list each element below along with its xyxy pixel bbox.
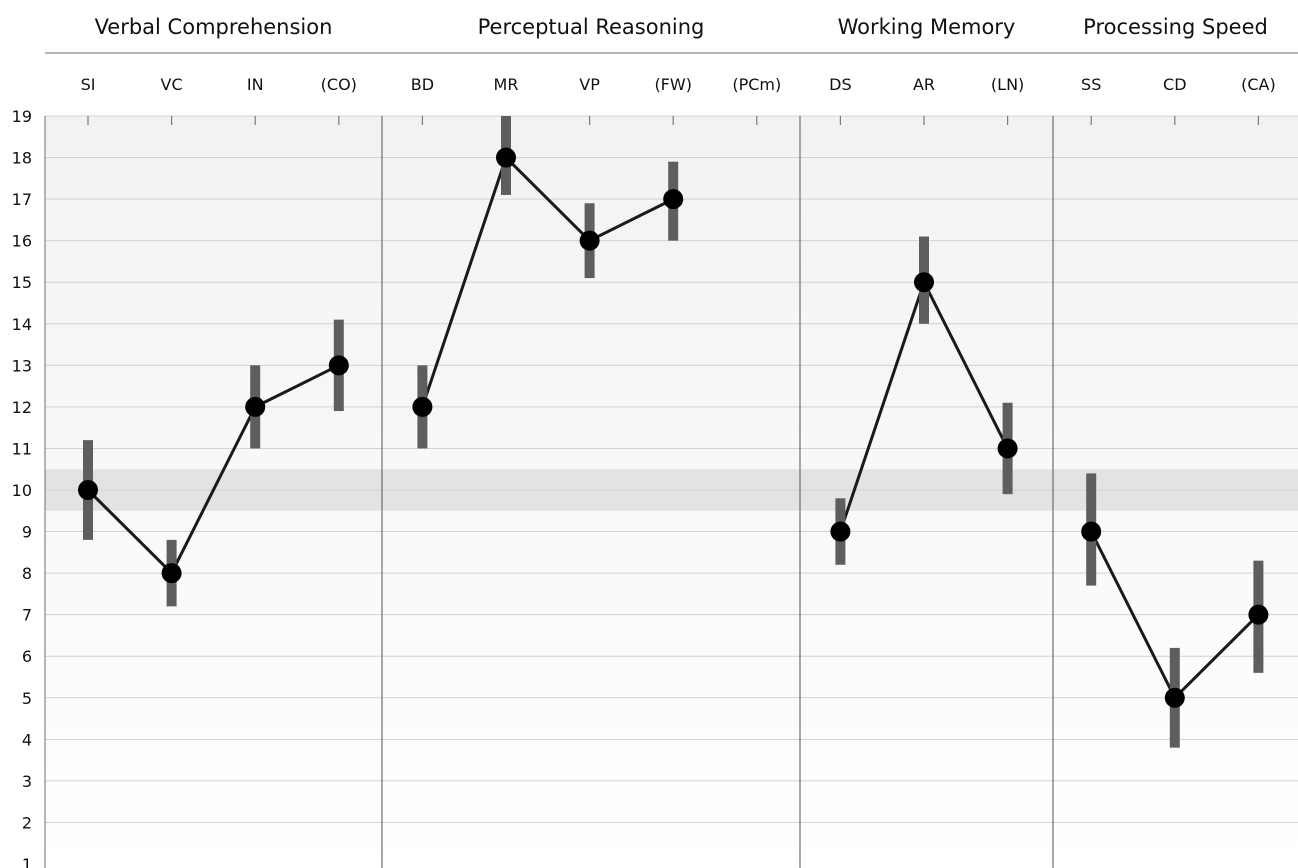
subtest-label-ar: AR [913, 75, 935, 94]
y-tick-label-18: 18 [12, 149, 32, 168]
y-tick-label-4: 4 [22, 730, 32, 749]
y-tick-label-6: 6 [22, 647, 32, 666]
subtest-label-bd: BD [411, 75, 434, 94]
subtest-label-vp: VP [579, 75, 600, 94]
score-point-ar [914, 272, 934, 293]
score-point-vp [579, 230, 600, 251]
y-tick-label-2: 2 [22, 813, 32, 832]
group-title-3: Working Memory [838, 15, 1016, 39]
y-tick-label-11: 11 [12, 439, 32, 458]
score-point-si [78, 480, 98, 500]
subtest-label-fw: (FW) [654, 75, 692, 94]
y-tick-label-7: 7 [22, 606, 32, 625]
y-tick-label-17: 17 [12, 190, 32, 209]
y-tick-label-8: 8 [22, 564, 32, 583]
score-point-ds [830, 521, 851, 542]
score-point-cd [1164, 687, 1185, 708]
group-title-2: Perceptual Reasoning [478, 15, 705, 39]
y-tick-label-16: 16 [12, 232, 32, 251]
score-point-ss [1081, 521, 1102, 542]
subtest-label-ss: SS [1081, 75, 1101, 94]
y-tick-label-9: 9 [22, 523, 32, 542]
y-tick-label-3: 3 [22, 772, 32, 791]
subtest-label-ca: (CA) [1241, 75, 1276, 94]
subtest-label-ln: (LN) [991, 75, 1024, 94]
score-line-2 [420, 156, 674, 408]
score-point-mr [496, 147, 516, 168]
score-point-bd [412, 396, 433, 417]
score-point-in [245, 396, 266, 417]
score-point-vc [161, 563, 182, 584]
subtest-label-co: (CO) [321, 75, 357, 94]
y-tick-label-12: 12 [12, 398, 32, 417]
score-point-ln [997, 438, 1018, 459]
y-tick-label-13: 13 [12, 356, 32, 375]
subtest-label-vc: VC [161, 75, 183, 94]
subtest-label-in: IN [247, 75, 264, 94]
score-point-ca [1248, 604, 1269, 625]
y-tick-label-15: 15 [12, 273, 32, 292]
y-tick-label-19: 19 [12, 107, 32, 126]
group-title-4: Processing Speed [1083, 15, 1268, 39]
group-title-1: Verbal Comprehension [95, 15, 333, 39]
y-tick-label-10: 10 [12, 481, 32, 500]
subtest-label-pcm: (PCm) [732, 75, 781, 94]
subtest-label-ds: DS [829, 75, 851, 94]
y-tick-label-5: 5 [22, 689, 32, 708]
subtest-label-cd: CD [1163, 75, 1187, 94]
y-tick-label-14: 14 [12, 315, 32, 334]
y-tick-label-1: 1 [22, 855, 32, 868]
score-point-co [328, 355, 349, 376]
subtest-label-mr: MR [494, 75, 519, 94]
score-line-1 [86, 363, 340, 575]
subtest-label-si: SI [81, 75, 96, 94]
score-point-fw [663, 189, 684, 210]
